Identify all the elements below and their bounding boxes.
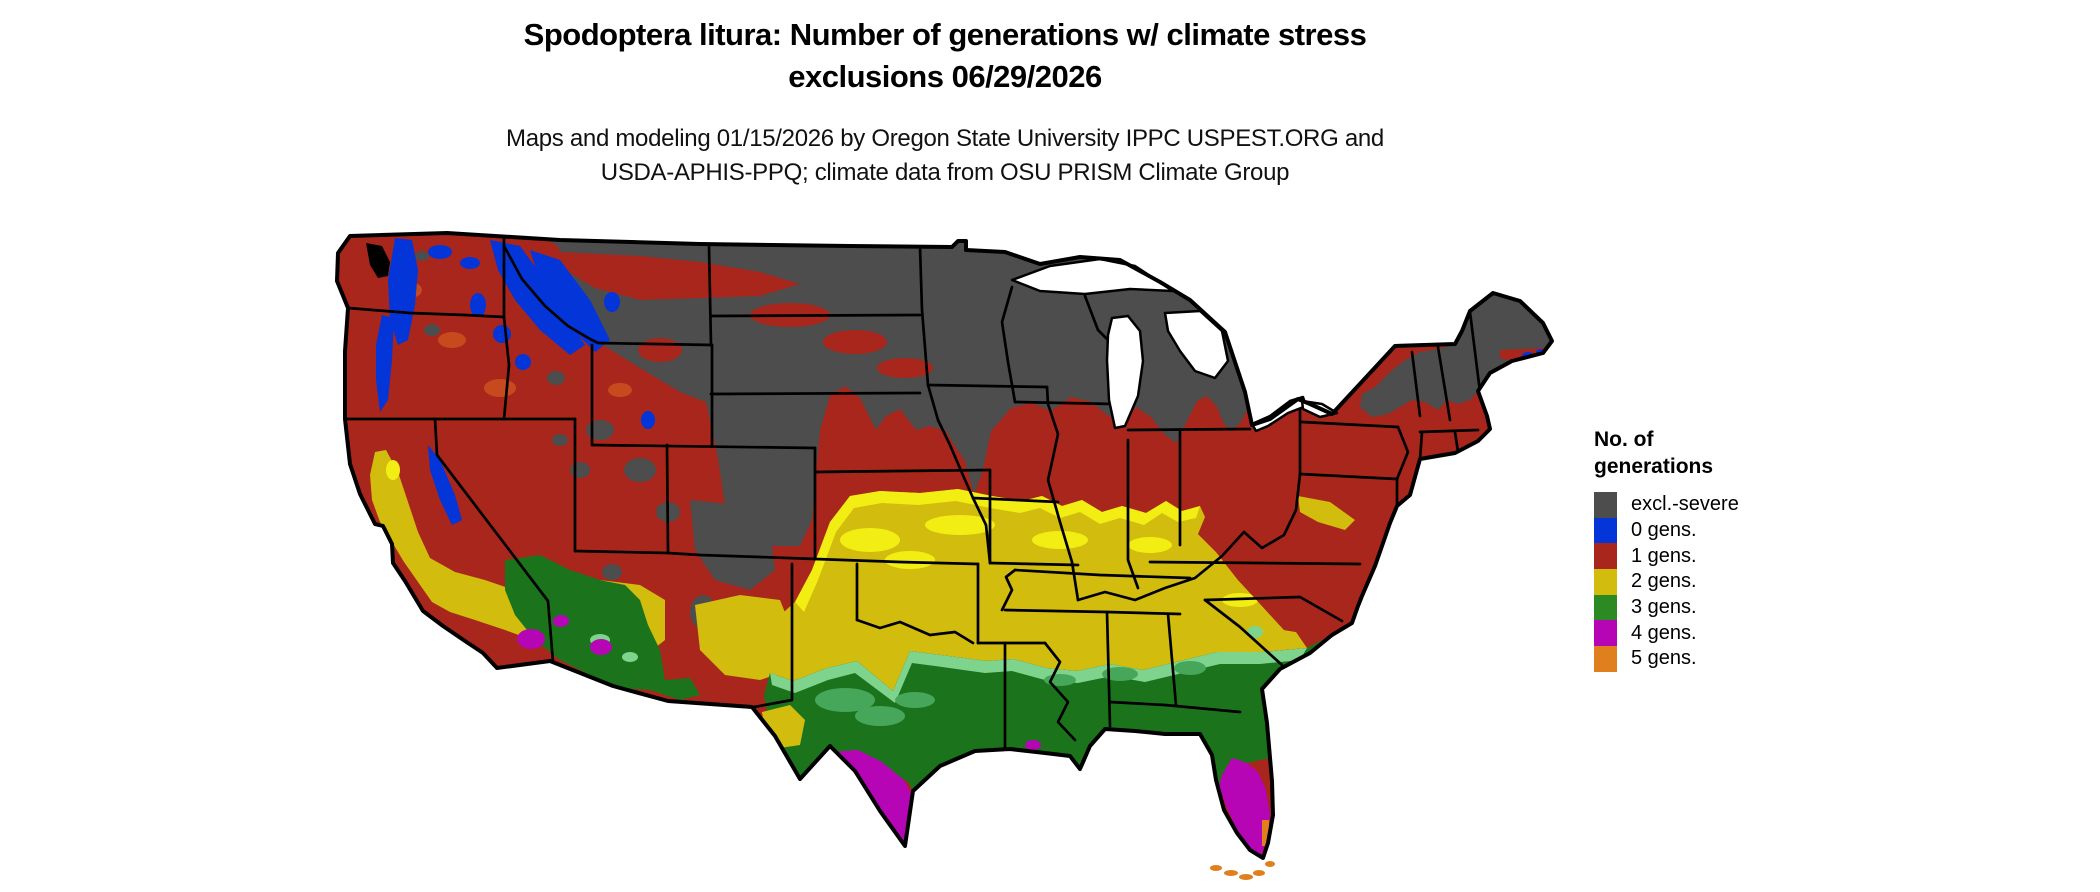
legend-swatch-0-gens bbox=[1594, 517, 1617, 544]
legend-row-5-gens: 5 gens. bbox=[1594, 646, 1739, 672]
puget-sound bbox=[366, 243, 390, 278]
band-1-gens-appalachia bbox=[1198, 525, 1296, 632]
band-2-gens-bright-fringe bbox=[386, 460, 1258, 612]
title-line-1: Spodoptera litura: Number of generations… bbox=[523, 17, 1367, 52]
legend-swatch-4-gens bbox=[1594, 620, 1617, 647]
legend-title-line-1: No. of bbox=[1594, 428, 1654, 451]
legend-label-4-gens: 4 gens. bbox=[1631, 621, 1697, 644]
legend-swatch-3-gens bbox=[1594, 594, 1617, 621]
subtitle-line-2: USDA-APHIS-PPQ; climate data from OSU PR… bbox=[600, 159, 1290, 186]
legend-label-2-gens: 2 gens. bbox=[1631, 570, 1697, 593]
page-subtitle: Maps and modeling 01/15/2026 by Oregon S… bbox=[0, 122, 1890, 190]
florida-keys-5-gens bbox=[1210, 861, 1275, 880]
legend-items: excl.-severe 0 gens. 1 gens. 2 gens. 3 g… bbox=[1594, 492, 1739, 672]
state-borders bbox=[343, 233, 1482, 759]
legend-label-0-gens: 0 gens. bbox=[1631, 519, 1697, 542]
legend-swatch-1-gens bbox=[1594, 543, 1617, 570]
map-fill-layers bbox=[337, 233, 1552, 858]
legend-row-excl-severe: excl.-severe bbox=[1594, 492, 1739, 518]
title-line-2: exclusions 06/29/2026 bbox=[788, 59, 1102, 94]
legend-label-1-gens: 1 gens. bbox=[1631, 544, 1697, 567]
legend-row-3-gens: 3 gens. bbox=[1594, 594, 1739, 621]
lake-michigan bbox=[1105, 314, 1145, 430]
legend-row-4-gens: 4 gens. bbox=[1594, 620, 1739, 647]
header: Spodoptera litura: Number of generations… bbox=[0, 14, 1890, 190]
legend-label-5-gens: 5 gens. bbox=[1631, 647, 1697, 670]
legend-title-line-2: generations bbox=[1594, 455, 1714, 478]
legend-swatch-excl-severe bbox=[1594, 492, 1617, 518]
legend-row-2-gens: 2 gens. bbox=[1594, 569, 1739, 595]
page-title: Spodoptera litura: Number of generations… bbox=[0, 14, 1890, 98]
legend-row-1-gens: 1 gens. bbox=[1594, 543, 1739, 570]
legend-row-0-gens: 0 gens. bbox=[1594, 517, 1739, 544]
legend: No. of generations excl.-severe 0 gens. … bbox=[1594, 426, 1739, 672]
legend-swatch-5-gens bbox=[1594, 646, 1617, 672]
legend-swatch-2-gens bbox=[1594, 569, 1617, 595]
subtitle-line-1: Maps and modeling 01/15/2026 by Oregon S… bbox=[506, 125, 1384, 152]
legend-label-3-gens: 3 gens. bbox=[1631, 596, 1697, 619]
legend-title: No. of generations bbox=[1594, 426, 1739, 480]
legend-label-excl-severe: excl.-severe bbox=[1631, 493, 1739, 516]
